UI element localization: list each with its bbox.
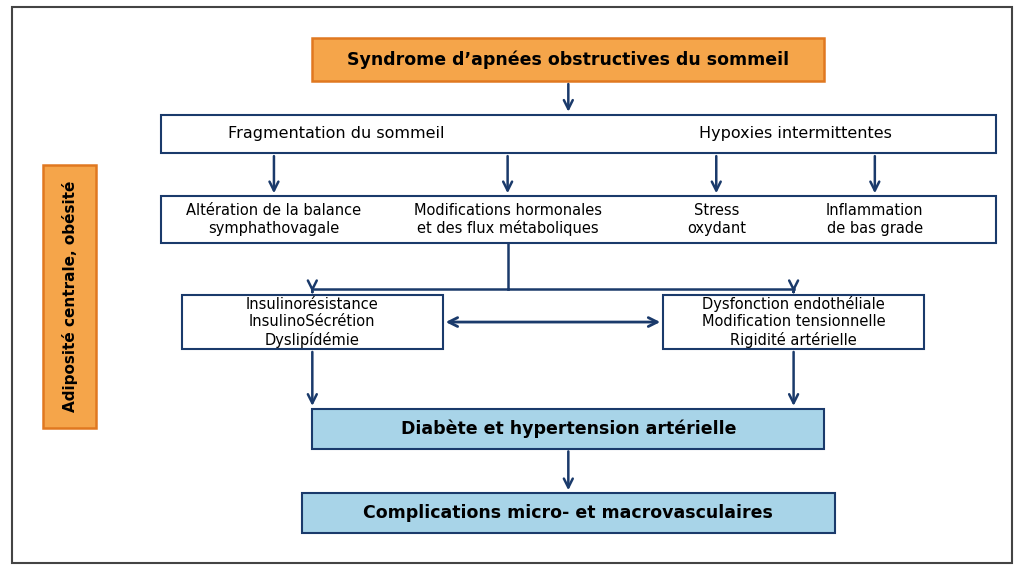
Text: Complications micro- et macrovasculaires: Complications micro- et macrovasculaires (364, 504, 773, 522)
FancyBboxPatch shape (664, 295, 924, 349)
Text: Modifications hormonales
et des flux métaboliques: Modifications hormonales et des flux mét… (414, 203, 602, 236)
Text: Inflammation
de bas grade: Inflammation de bas grade (826, 203, 924, 235)
FancyBboxPatch shape (312, 409, 824, 449)
Text: Dysfonction endothéliale
Modification tensionnelle
Rigidité artérielle: Dysfonction endothéliale Modification te… (701, 296, 886, 348)
FancyBboxPatch shape (161, 196, 995, 243)
Text: Diabète et hypertension artérielle: Diabète et hypertension artérielle (400, 420, 736, 438)
FancyBboxPatch shape (312, 39, 824, 81)
Text: Hypoxies intermittentes: Hypoxies intermittentes (699, 127, 892, 141)
Text: Syndrome d’apnées obstructives du sommeil: Syndrome d’apnées obstructives du sommei… (347, 51, 790, 69)
FancyBboxPatch shape (43, 165, 96, 428)
Text: Fragmentation du sommeil: Fragmentation du sommeil (228, 127, 444, 141)
Text: Adiposité centrale, obésité: Adiposité centrale, obésité (61, 181, 78, 412)
FancyBboxPatch shape (161, 115, 995, 153)
Text: Insulinorésistance
InsulinoSécrétion
Dyslipídémie: Insulinorésistance InsulinoSécrétion Dys… (246, 296, 379, 348)
Text: Stress
oxydant: Stress oxydant (687, 203, 745, 235)
FancyBboxPatch shape (182, 295, 442, 349)
FancyBboxPatch shape (302, 493, 835, 533)
Text: Altération de la balance
symphathovagale: Altération de la balance symphathovagale (186, 203, 361, 235)
